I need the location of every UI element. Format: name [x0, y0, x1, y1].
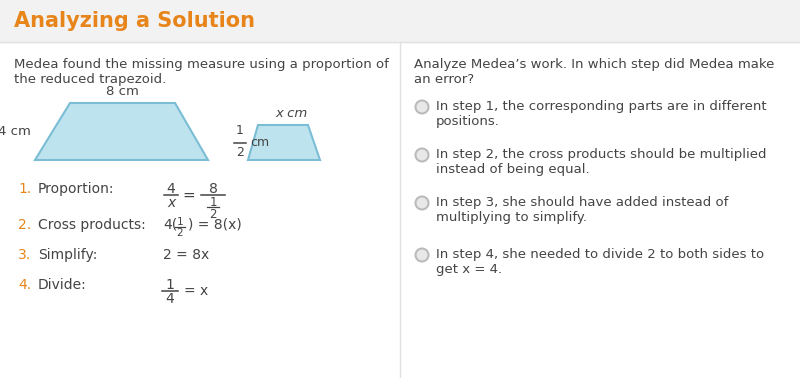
- Text: Divide:: Divide:: [38, 278, 86, 292]
- Circle shape: [415, 101, 429, 113]
- Text: positions.: positions.: [436, 115, 500, 128]
- Bar: [0, 42, 800, 378]
- Text: 4: 4: [166, 292, 174, 306]
- Polygon shape: [248, 125, 320, 160]
- Text: Simplify:: Simplify:: [38, 248, 98, 262]
- Circle shape: [415, 248, 429, 262]
- Text: 2.: 2.: [18, 218, 31, 232]
- Text: 2 = 8x: 2 = 8x: [163, 248, 210, 262]
- Text: 1: 1: [166, 278, 174, 292]
- Text: an error?: an error?: [414, 73, 474, 86]
- Text: Proportion:: Proportion:: [38, 182, 114, 196]
- Text: In step 3, she should have added instead of: In step 3, she should have added instead…: [436, 196, 728, 209]
- Text: 2: 2: [210, 208, 217, 221]
- Text: = x: = x: [184, 284, 208, 298]
- Polygon shape: [35, 103, 208, 160]
- Text: 1: 1: [236, 124, 244, 138]
- Text: the reduced trapezoid.: the reduced trapezoid.: [14, 73, 166, 86]
- Text: In step 1, the corresponding parts are in different: In step 1, the corresponding parts are i…: [436, 100, 766, 113]
- Text: 4(: 4(: [163, 218, 178, 232]
- Text: Medea found the missing measure using a proportion of: Medea found the missing measure using a …: [14, 58, 389, 71]
- Text: 8 cm: 8 cm: [106, 85, 139, 98]
- Bar: [0, 0, 800, 42]
- Circle shape: [415, 197, 429, 209]
- Text: 4 cm: 4 cm: [0, 125, 31, 138]
- Text: x: x: [167, 196, 175, 210]
- Text: cm: cm: [250, 136, 269, 149]
- Text: In step 4, she needed to divide 2 to both sides to: In step 4, she needed to divide 2 to bot…: [436, 248, 764, 261]
- Text: 4.: 4.: [18, 278, 31, 292]
- Text: instead of being equal.: instead of being equal.: [436, 163, 590, 176]
- Text: multiplying to simplify.: multiplying to simplify.: [436, 211, 587, 224]
- Text: ) = 8(x): ) = 8(x): [188, 218, 242, 232]
- Circle shape: [415, 149, 429, 161]
- Text: get x = 4.: get x = 4.: [436, 263, 502, 276]
- Text: 3.: 3.: [18, 248, 31, 262]
- Text: =: =: [182, 188, 195, 203]
- Text: 1: 1: [177, 217, 183, 227]
- Text: Cross products:: Cross products:: [38, 218, 146, 232]
- Text: Analyze Medea’s work. In which step did Medea make: Analyze Medea’s work. In which step did …: [414, 58, 774, 71]
- Text: 4: 4: [166, 182, 175, 196]
- Text: 1: 1: [210, 196, 217, 209]
- Text: Analyzing a Solution: Analyzing a Solution: [14, 11, 255, 31]
- Text: In step 2, the cross products should be multiplied: In step 2, the cross products should be …: [436, 148, 766, 161]
- Text: x cm: x cm: [275, 107, 307, 120]
- Text: 2: 2: [177, 228, 183, 238]
- Text: 8: 8: [209, 182, 218, 196]
- Text: 1.: 1.: [18, 182, 31, 196]
- Text: 2: 2: [236, 146, 244, 158]
